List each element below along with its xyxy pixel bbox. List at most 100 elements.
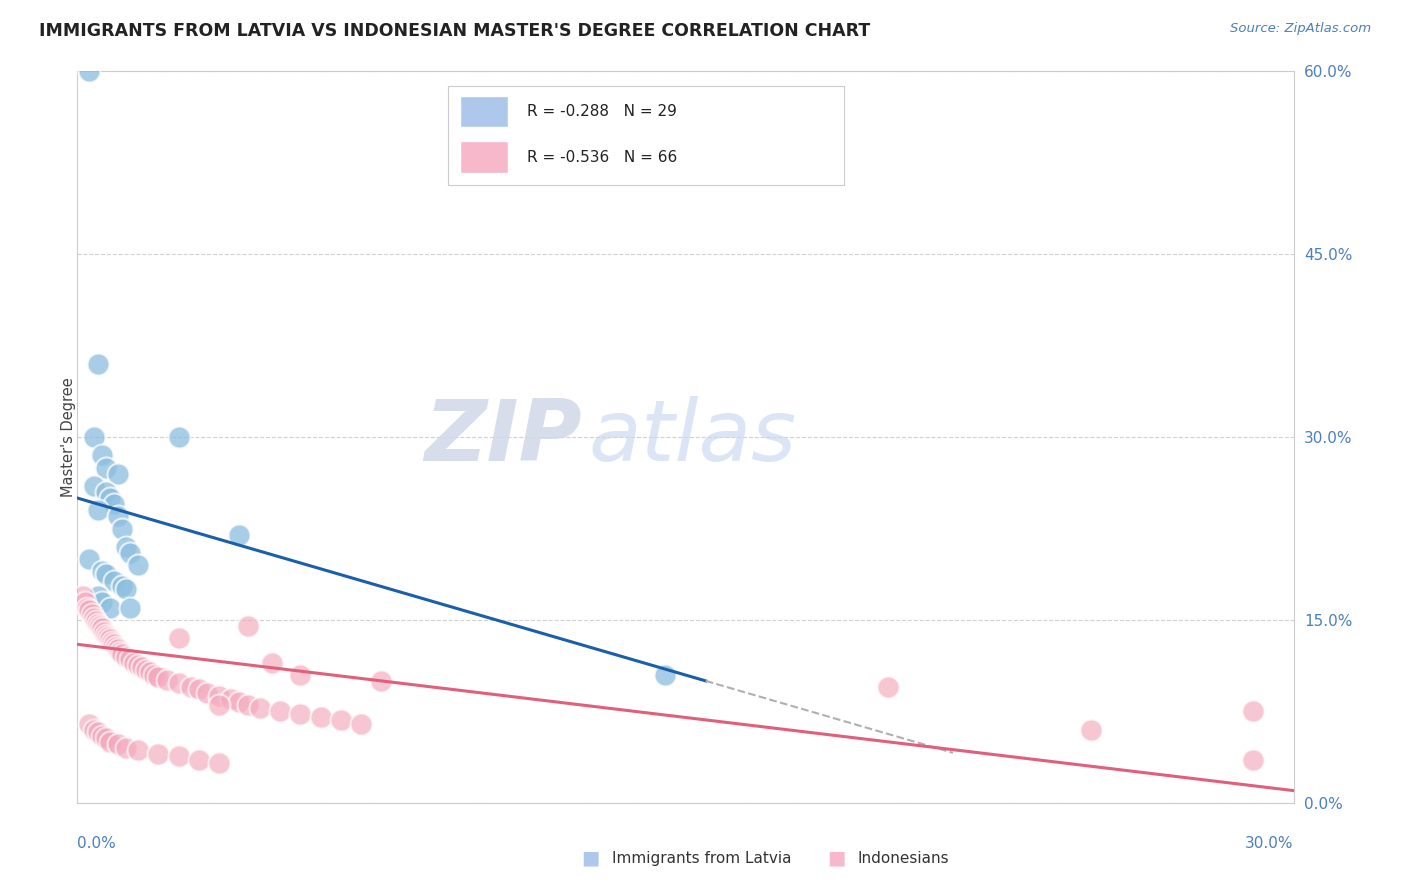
Point	[370, 673, 392, 688]
Point	[79, 64, 101, 78]
Point	[86, 503, 108, 517]
Text: IMMIGRANTS FROM LATVIA VS INDONESIAN MASTER'S DEGREE CORRELATION CHART: IMMIGRANTS FROM LATVIA VS INDONESIAN MAS…	[39, 22, 870, 40]
Point	[90, 594, 112, 608]
Point	[107, 467, 129, 481]
Point	[79, 716, 101, 731]
Point	[115, 582, 138, 597]
Point	[131, 660, 153, 674]
Point	[101, 635, 124, 649]
Point	[143, 667, 166, 681]
Point	[72, 589, 94, 603]
Point	[98, 600, 121, 615]
Point	[98, 735, 121, 749]
Point	[155, 673, 177, 687]
Point	[167, 632, 190, 646]
Point	[115, 740, 138, 755]
Point	[111, 579, 134, 593]
Point	[654, 667, 676, 681]
Point	[290, 667, 312, 681]
Text: ■: ■	[581, 848, 600, 868]
Point	[167, 749, 190, 764]
Point	[103, 497, 125, 511]
Point	[350, 716, 373, 731]
Point	[208, 689, 231, 703]
Point	[107, 509, 129, 524]
Point	[107, 737, 129, 751]
Point	[79, 552, 101, 566]
Point	[83, 479, 105, 493]
Point	[118, 600, 141, 615]
Text: 0.0%: 0.0%	[77, 836, 117, 851]
Point	[83, 723, 105, 737]
Point	[180, 680, 202, 694]
Point	[80, 607, 103, 621]
Point	[148, 670, 170, 684]
Point	[90, 564, 112, 578]
Point	[290, 706, 312, 721]
Point	[86, 616, 108, 631]
Point	[75, 594, 97, 608]
Point	[118, 652, 141, 666]
Point	[249, 700, 271, 714]
Text: 30.0%: 30.0%	[1246, 836, 1294, 851]
Point	[94, 460, 117, 475]
Point	[329, 713, 352, 727]
Point	[76, 600, 98, 615]
Point	[118, 546, 141, 560]
Point	[111, 647, 134, 661]
Point	[127, 658, 149, 673]
Point	[309, 710, 332, 724]
Point	[877, 680, 900, 694]
Point	[93, 625, 115, 640]
Point	[108, 645, 131, 659]
Y-axis label: Master's Degree: Master's Degree	[62, 377, 76, 497]
Point	[127, 558, 149, 573]
Point	[86, 357, 108, 371]
Point	[94, 566, 117, 581]
Point	[1241, 705, 1264, 719]
Text: atlas: atlas	[588, 395, 796, 479]
Point	[122, 656, 145, 670]
Point	[260, 656, 283, 670]
Point	[139, 665, 162, 680]
Text: Indonesians: Indonesians	[858, 851, 949, 865]
Point	[90, 449, 112, 463]
Point	[79, 603, 101, 617]
Text: Source: ZipAtlas.com: Source: ZipAtlas.com	[1230, 22, 1371, 36]
Point	[90, 729, 112, 743]
Point	[84, 614, 107, 628]
Point	[228, 695, 250, 709]
Point	[98, 491, 121, 505]
Point	[111, 521, 134, 535]
Point	[135, 663, 157, 677]
Text: ZIP: ZIP	[425, 395, 582, 479]
Text: ■: ■	[827, 848, 846, 868]
Point	[94, 485, 117, 500]
Point	[228, 527, 250, 541]
Point	[236, 698, 259, 713]
Point	[107, 642, 129, 657]
Text: Immigrants from Latvia: Immigrants from Latvia	[612, 851, 792, 865]
Point	[208, 698, 231, 713]
Point	[83, 430, 105, 444]
Point	[89, 619, 111, 633]
Point	[1080, 723, 1102, 737]
Point	[208, 756, 231, 770]
Point	[90, 622, 112, 636]
Point	[236, 619, 259, 633]
Point	[188, 682, 211, 697]
Point	[97, 630, 120, 644]
Point	[94, 627, 117, 641]
Point	[188, 753, 211, 767]
Point	[83, 610, 105, 624]
Point	[269, 705, 291, 719]
Point	[167, 676, 190, 690]
Point	[221, 692, 243, 706]
Point	[115, 649, 138, 664]
Point	[103, 637, 125, 651]
Point	[195, 686, 218, 700]
Point	[148, 747, 170, 761]
Point	[98, 632, 121, 647]
Point	[104, 640, 127, 654]
Point	[94, 731, 117, 746]
